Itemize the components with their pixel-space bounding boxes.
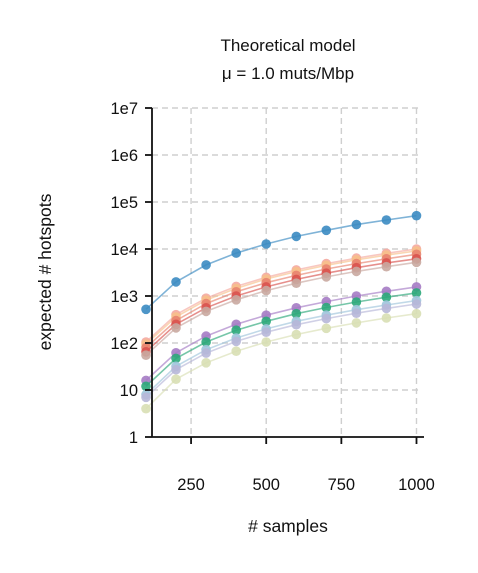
data-point bbox=[231, 325, 241, 336]
data-point bbox=[171, 353, 181, 364]
data-point bbox=[321, 313, 332, 324]
data-point bbox=[351, 266, 362, 277]
y-axis-label: expected # hotspots bbox=[35, 193, 55, 350]
x-tick-label: 750 bbox=[328, 476, 356, 494]
series-line bbox=[145, 253, 417, 349]
y-tick-label: 1 bbox=[129, 429, 138, 447]
data-point bbox=[231, 248, 241, 258]
data-point bbox=[231, 295, 241, 305]
data-point bbox=[291, 308, 302, 319]
axes bbox=[151, 108, 424, 438]
data-point bbox=[321, 323, 332, 334]
series-3 bbox=[141, 246, 422, 349]
data-point bbox=[171, 323, 181, 333]
data-point bbox=[201, 348, 211, 358]
data-point bbox=[261, 337, 272, 347]
series-5 bbox=[141, 253, 422, 357]
series-line bbox=[145, 292, 417, 387]
data-point bbox=[321, 302, 332, 313]
x-tick-label: 250 bbox=[177, 476, 205, 494]
chart-title: Theoretical model μ = 1.0 muts/Mbp bbox=[220, 36, 355, 83]
data-point bbox=[411, 257, 422, 268]
data-point bbox=[351, 308, 362, 319]
data-point bbox=[381, 303, 392, 314]
data-point bbox=[411, 288, 422, 298]
series-line bbox=[145, 299, 417, 396]
data-point bbox=[171, 364, 181, 375]
y-tick-label: 10 bbox=[120, 382, 138, 400]
series-line bbox=[145, 214, 417, 310]
data-point bbox=[411, 308, 422, 319]
series-1 bbox=[141, 210, 422, 315]
x-tick-label: 500 bbox=[252, 476, 280, 494]
data-point bbox=[201, 260, 211, 270]
y-tick-label: 1e2 bbox=[110, 335, 138, 353]
series-8 bbox=[141, 288, 422, 392]
series-line bbox=[145, 258, 417, 353]
data-point bbox=[381, 313, 392, 323]
series-line bbox=[145, 250, 417, 345]
y-tick-label: 1e7 bbox=[110, 100, 138, 118]
data-point bbox=[291, 329, 302, 340]
series-line bbox=[145, 286, 417, 381]
data-point bbox=[141, 350, 151, 361]
data-point bbox=[201, 306, 211, 317]
data-point bbox=[411, 210, 422, 221]
data-point bbox=[231, 346, 241, 357]
data-point bbox=[141, 392, 151, 403]
data-point bbox=[141, 403, 151, 414]
data-point bbox=[291, 319, 302, 330]
series-line bbox=[145, 312, 417, 410]
data-point bbox=[261, 327, 272, 338]
data-point bbox=[231, 336, 241, 347]
data-point bbox=[291, 278, 302, 289]
series-6 bbox=[141, 257, 422, 361]
y-tick-label: 1e3 bbox=[110, 288, 138, 306]
data-point bbox=[321, 225, 332, 236]
data-point bbox=[171, 374, 181, 385]
data-point bbox=[381, 261, 392, 272]
chart-title-line-2: μ = 1.0 muts/Mbp bbox=[222, 64, 354, 83]
y-tick-label: 1e5 bbox=[110, 194, 138, 212]
data-point bbox=[381, 292, 392, 303]
series-11 bbox=[141, 308, 422, 414]
data-point bbox=[201, 337, 211, 347]
x-axis-label: # samples bbox=[248, 516, 328, 536]
data-point bbox=[351, 297, 362, 307]
data-point bbox=[261, 316, 272, 327]
data-point bbox=[381, 215, 392, 225]
x-tick-label: 1000 bbox=[398, 476, 435, 494]
x-ticks: 250 500 750 1000 bbox=[177, 437, 435, 494]
data-point bbox=[261, 239, 272, 249]
data-point bbox=[201, 358, 211, 368]
data-point bbox=[261, 285, 272, 296]
y-tick-label: 1e4 bbox=[110, 241, 138, 259]
data-point bbox=[171, 277, 181, 287]
data-point bbox=[351, 219, 362, 230]
data-point bbox=[141, 304, 151, 315]
data-point bbox=[321, 272, 332, 282]
y-ticks: 1 10 1e2 1e3 1e4 1e5 1e6 1e7 bbox=[110, 100, 152, 447]
data-point bbox=[351, 318, 362, 328]
series-line bbox=[145, 261, 417, 356]
grid bbox=[152, 107, 418, 437]
data-point bbox=[141, 381, 151, 392]
series-4 bbox=[141, 249, 422, 353]
data-point bbox=[411, 299, 422, 309]
series-line bbox=[145, 248, 417, 343]
series-10 bbox=[141, 299, 422, 403]
chart-title-line-1: Theoretical model bbox=[220, 36, 355, 55]
series-layer bbox=[141, 210, 422, 414]
data-point bbox=[291, 231, 302, 242]
series-line bbox=[145, 303, 417, 398]
y-tick-label: 1e6 bbox=[110, 147, 138, 165]
